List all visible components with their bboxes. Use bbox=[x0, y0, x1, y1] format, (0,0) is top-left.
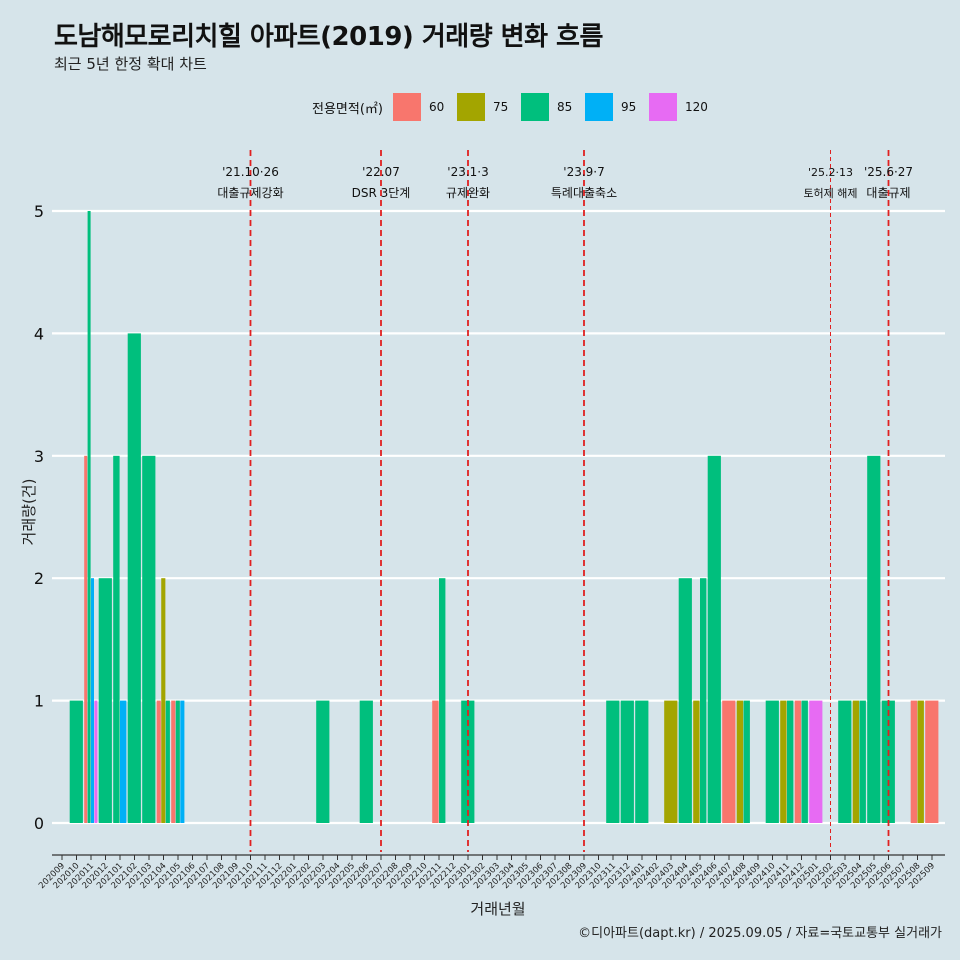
event-date-label: '25.2·13 bbox=[808, 166, 853, 179]
event-date-label: '22.07 bbox=[362, 165, 400, 179]
bar-202405-75 bbox=[693, 700, 700, 823]
legend-title: 전용면적(㎡) bbox=[312, 101, 383, 117]
bar-202104-60 bbox=[156, 700, 161, 823]
event-date-label: '23.9·7 bbox=[563, 165, 604, 179]
bar-202105-60 bbox=[171, 700, 176, 823]
legend-swatch-75 bbox=[456, 93, 485, 121]
bar-202401-85 bbox=[635, 700, 649, 823]
y-tick-label: 3 bbox=[34, 447, 44, 466]
bar-202411-85 bbox=[787, 700, 794, 823]
bar-202412-85 bbox=[801, 700, 808, 823]
bar-202404-85 bbox=[678, 578, 692, 823]
legend-item-60: 60 bbox=[392, 93, 457, 121]
bar-202211-85 bbox=[439, 578, 446, 823]
bar-202105-85 bbox=[175, 700, 180, 823]
event-name-label: 대출규제강화 bbox=[217, 186, 283, 200]
legend-swatch-60 bbox=[392, 93, 421, 121]
bar-202406-85 bbox=[707, 455, 721, 823]
event-name-label: 대출규제 bbox=[866, 186, 910, 200]
legend-swatch-85 bbox=[520, 93, 549, 121]
legend-label-85: 85 bbox=[556, 100, 573, 114]
y-tick-label: 1 bbox=[34, 692, 44, 711]
legend-label-60: 60 bbox=[428, 100, 445, 114]
y-tick-label: 0 bbox=[34, 814, 44, 833]
bar-202410-85 bbox=[765, 700, 779, 823]
bar-202011-85 bbox=[87, 211, 91, 823]
bar-layer bbox=[69, 211, 939, 823]
bar-202011-60 bbox=[84, 455, 88, 823]
bar-202501-120 bbox=[809, 700, 823, 823]
event-name-label: DSR 3단계 bbox=[352, 186, 411, 200]
bar-202206-85 bbox=[359, 700, 373, 823]
bar-202011-95 bbox=[91, 578, 94, 823]
legend-item-120: 120 bbox=[648, 93, 714, 121]
event-date-label: '23.1·3 bbox=[447, 165, 488, 179]
legend-item-85: 85 bbox=[520, 93, 585, 121]
source-caption: ©디아파트(dapt.kr) / 2025.09.05 / 자료=국토교통부 실… bbox=[578, 926, 942, 941]
bar-202101-85 bbox=[113, 455, 120, 823]
bar-202504-85 bbox=[859, 700, 866, 823]
bar-202011-120 bbox=[94, 700, 98, 823]
bar-202103-85 bbox=[142, 455, 156, 823]
legend-item-75: 75 bbox=[456, 93, 521, 121]
bar-202104-85 bbox=[165, 700, 170, 823]
y-tick-label: 4 bbox=[34, 324, 44, 343]
bar-202105-95 bbox=[180, 700, 185, 823]
y-axis-title: 거래량(건) bbox=[20, 479, 38, 546]
bar-202312-85 bbox=[620, 700, 634, 823]
axis-layer: 0123452020092020102020112020122021012021… bbox=[34, 202, 945, 891]
legend-label-95: 95 bbox=[620, 100, 637, 114]
legend-item-95: 95 bbox=[584, 93, 649, 121]
event-name-label: 토허제 해제 bbox=[803, 186, 857, 200]
x-axis-title: 거래년월 bbox=[470, 900, 525, 918]
event-name-label: 규제완화 bbox=[446, 186, 490, 200]
bar-202412-60 bbox=[794, 700, 802, 823]
bar-202408-85 bbox=[743, 700, 750, 823]
bar-202102-85 bbox=[127, 333, 141, 823]
bar-202405-85 bbox=[700, 578, 707, 823]
legend-label-75: 75 bbox=[492, 100, 509, 114]
bar-202408-75 bbox=[736, 700, 744, 823]
event-name-label: 특례대출축소 bbox=[551, 186, 617, 200]
event-date-label: '25.6·27 bbox=[864, 165, 913, 179]
chart-subtitle: 최근 5년 한정 확대 차트 bbox=[54, 55, 207, 73]
bar-202508-60 bbox=[910, 700, 918, 823]
chart-title: 도남해모로리치힐 아파트(2019) 거래량 변화 흐름 bbox=[54, 22, 603, 52]
bar-202503-85 bbox=[838, 700, 852, 823]
legend-swatch-120 bbox=[648, 93, 677, 121]
bar-202508-75 bbox=[917, 700, 924, 823]
y-tick-label: 5 bbox=[34, 202, 44, 221]
bar-202407-60 bbox=[722, 700, 736, 823]
bar-202505-85 bbox=[867, 455, 881, 823]
bar-202104-75 bbox=[161, 578, 166, 823]
legend: 전용면적(㎡) 60 75 85 95 120 bbox=[312, 92, 714, 122]
bar-202012-85 bbox=[98, 578, 112, 823]
event-date-label: '21.10·26 bbox=[222, 165, 279, 179]
bar-202203-85 bbox=[316, 700, 330, 823]
legend-label-120: 120 bbox=[684, 100, 708, 114]
event-layer: '21.10·26 대출규제강화 '22.07 DSR 3단계 '23.1·3 규제완화 '… bbox=[217, 150, 913, 852]
bar-202411-75 bbox=[780, 700, 787, 823]
bar-202211-60 bbox=[432, 700, 439, 823]
bar-202403-75 bbox=[664, 700, 678, 823]
legend-swatch-95 bbox=[584, 93, 613, 121]
bar-202010-85 bbox=[69, 700, 83, 823]
bar-202504-75 bbox=[852, 700, 860, 823]
bar-202509-60 bbox=[925, 700, 939, 823]
bar-202101-95 bbox=[120, 700, 127, 823]
y-tick-label: 2 bbox=[34, 569, 44, 588]
bar-202311-85 bbox=[606, 700, 620, 823]
